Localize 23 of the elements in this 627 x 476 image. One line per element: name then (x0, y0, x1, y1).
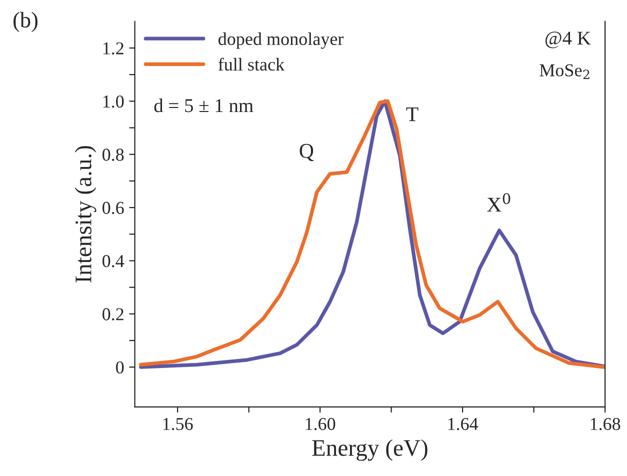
annotation: X$^{0}$ (487, 193, 510, 212)
annotation: Q (300, 144, 314, 162)
legend-label: doped monolayer (218, 32, 344, 49)
x-tick-label: 1.56 (163, 418, 193, 430)
y-tick-label: 1.2 (103, 42, 124, 55)
y-tick-label: 0.4 (102, 254, 124, 268)
legend-label: full stack (218, 58, 285, 71)
x-axis-title: Energy (eV) (312, 439, 428, 461)
line-series (139, 99, 606, 369)
y-tick-label: 1.0 (103, 95, 124, 108)
x-tick-label: 1.68 (590, 418, 620, 430)
y-tick-label: 0 (116, 361, 124, 374)
y-tick-label: 0.8 (102, 148, 124, 161)
text: (b) (14, 12, 38, 32)
x-tick-label: 1.64 (448, 418, 478, 430)
annotation: T (406, 107, 418, 122)
y-tick-label: 0.6 (102, 202, 124, 214)
y-axis-title: Intensity (a.u.) (74, 146, 96, 283)
y-tick-label: 0.2 (102, 308, 124, 320)
annotation: MoSe$_{2}$ (540, 64, 590, 80)
annotation: @4 K (545, 32, 591, 48)
x-tick-label: 1.60 (306, 418, 336, 430)
annotation: d = 5 ± 1 nm (154, 98, 254, 112)
